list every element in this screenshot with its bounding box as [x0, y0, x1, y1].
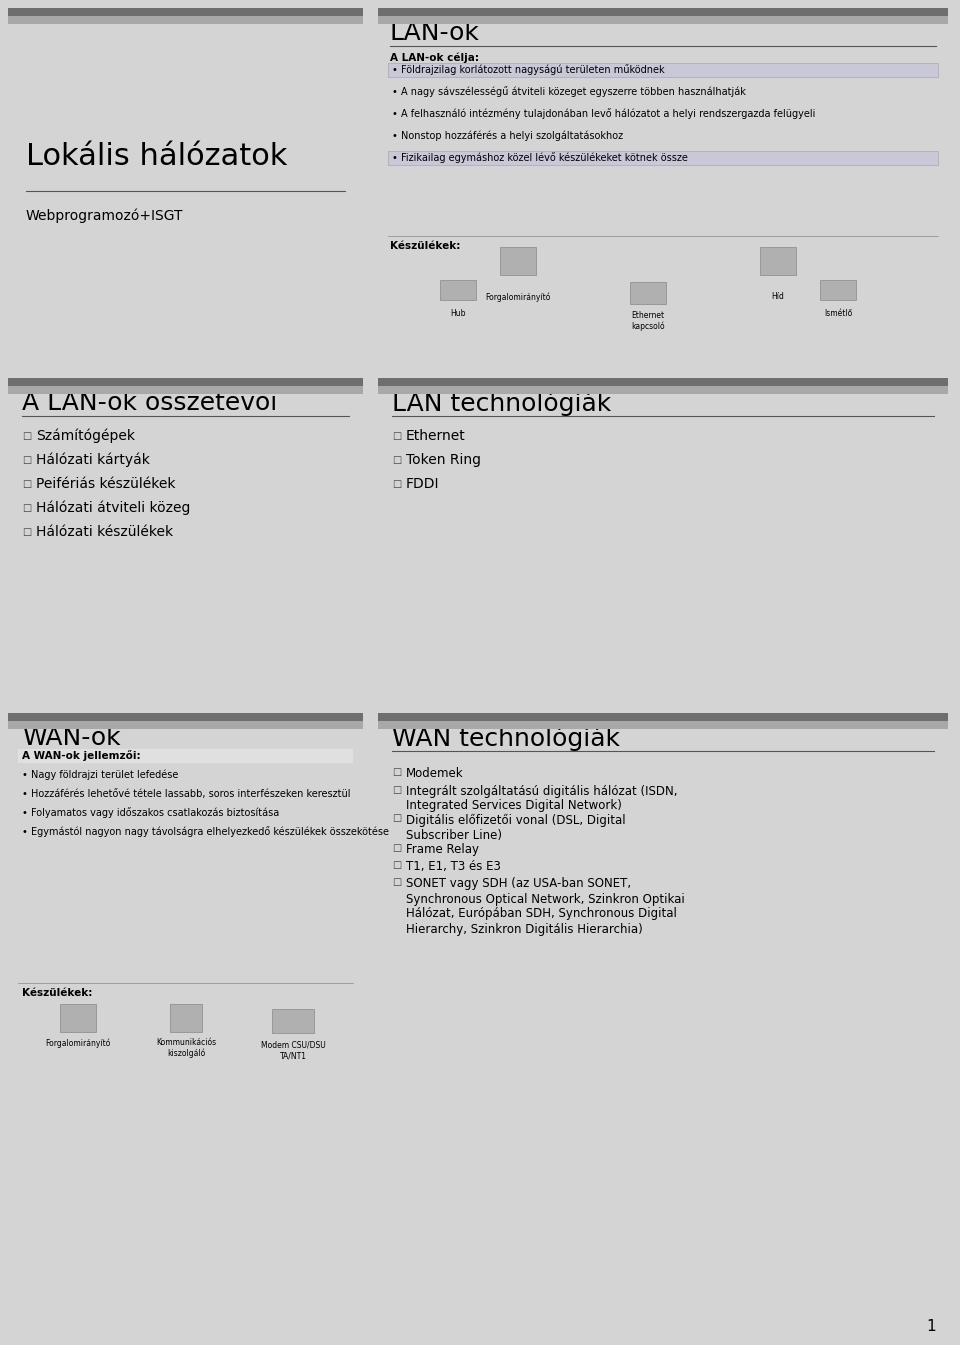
Text: Token Ring: Token Ring — [406, 453, 481, 467]
Text: □: □ — [392, 784, 401, 795]
Text: □: □ — [392, 842, 401, 853]
Bar — [760, 247, 796, 274]
Text: Ismétlő: Ismétlő — [824, 309, 852, 317]
Text: Modemek: Modemek — [406, 767, 464, 780]
Text: □: □ — [22, 479, 32, 490]
Bar — [378, 16, 948, 24]
Text: • A nagy sávszélességű átviteli közeget egyszerre többen használhatják: • A nagy sávszélességű átviteli közeget … — [392, 86, 746, 97]
Text: Digitális előfizetői vonal (DSL, Digital
Subscriber Line): Digitális előfizetői vonal (DSL, Digital… — [406, 814, 626, 842]
Text: □: □ — [392, 767, 401, 777]
Text: • Folyamatos vagy időszakos csatlakozás biztosítása: • Folyamatos vagy időszakos csatlakozás … — [22, 807, 279, 819]
Text: □: □ — [392, 814, 401, 823]
Text: • Nagy földrajzi terület lefedése: • Nagy földrajzi terület lefedése — [22, 769, 179, 780]
Bar — [170, 1003, 202, 1032]
Text: □: □ — [22, 430, 32, 441]
Bar — [272, 1009, 314, 1033]
Text: Frame Relay: Frame Relay — [406, 842, 479, 855]
Text: 1: 1 — [926, 1319, 936, 1334]
Bar — [8, 721, 363, 729]
Bar — [820, 280, 856, 300]
Text: • Földrajzilag korlátozott nagyságú területen működnek: • Földrajzilag korlátozott nagyságú terü… — [392, 65, 664, 75]
Bar — [60, 1003, 96, 1032]
Bar — [378, 378, 948, 386]
Text: • Fizikailag egymáshoz közel lévő készülékeket kötnek össze: • Fizikailag egymáshoz közel lévő készül… — [392, 152, 688, 164]
Text: Webprogramozó+ISGT: Webprogramozó+ISGT — [26, 208, 183, 223]
Text: Modem CSU/DSU
TA/NT1: Modem CSU/DSU TA/NT1 — [260, 1041, 325, 1060]
Text: • Hozzáférés lehetővé tétele lassabb, soros interfészeken keresztül: • Hozzáférés lehetővé tétele lassabb, so… — [22, 790, 350, 799]
Bar — [388, 63, 938, 77]
Bar — [378, 386, 948, 394]
Text: Ethernet
kapcsoló: Ethernet kapcsoló — [631, 311, 665, 331]
Text: Integrált szolgáltatású digitális hálózat (ISDN,
Integrated Services Digital Net: Integrált szolgáltatású digitális hálóza… — [406, 784, 678, 812]
Text: Hálózati átviteli közeg: Hálózati átviteli közeg — [36, 500, 190, 515]
Bar — [8, 16, 363, 24]
Text: FDDI: FDDI — [406, 477, 440, 491]
Bar — [378, 8, 948, 16]
Bar — [8, 713, 363, 721]
Bar — [8, 8, 363, 16]
Text: Forgalomirányító: Forgalomirányító — [45, 1038, 110, 1048]
Text: WAN technológiák: WAN technológiák — [392, 725, 620, 751]
Text: LAN technológiák: LAN technológiák — [392, 390, 612, 416]
Text: Számítógépek: Számítógépek — [36, 429, 135, 444]
Text: □: □ — [392, 430, 401, 441]
Text: A LAN-ok összetevői: A LAN-ok összetevői — [22, 391, 277, 416]
Text: A WAN-ok jellemzői:: A WAN-ok jellemzői: — [22, 751, 140, 761]
Bar — [8, 378, 363, 386]
Bar — [8, 386, 363, 394]
Text: LAN-ok: LAN-ok — [390, 22, 480, 44]
Text: Készülékek:: Készülékek: — [22, 989, 92, 998]
Text: Ethernet: Ethernet — [406, 429, 466, 443]
Text: □: □ — [392, 479, 401, 490]
Text: Kommunikációs
kiszolgáló: Kommunikációs kiszolgáló — [156, 1038, 216, 1059]
Text: □: □ — [22, 455, 32, 465]
Text: Hálózati kártyák: Hálózati kártyák — [36, 453, 150, 467]
Text: Híd: Híd — [772, 292, 784, 301]
Text: WAN-ok: WAN-ok — [22, 726, 121, 751]
Text: A LAN-ok célja:: A LAN-ok célja: — [390, 52, 479, 63]
Text: Hub: Hub — [450, 309, 466, 317]
Text: Készülékek:: Készülékek: — [390, 241, 461, 252]
Text: Peifériás készülékek: Peifériás készülékek — [36, 477, 176, 491]
Bar — [440, 280, 476, 300]
Bar — [388, 151, 938, 165]
Bar — [378, 713, 948, 721]
Bar — [18, 749, 353, 763]
Text: • Nonstop hozzáférés a helyi szolgáltatásokhoz: • Nonstop hozzáférés a helyi szolgáltatá… — [392, 130, 623, 141]
Text: • A felhasználó intézmény tulajdonában levő hálózatot a helyi rendszergazda felü: • A felhasználó intézmény tulajdonában l… — [392, 109, 815, 120]
Text: □: □ — [392, 877, 401, 888]
Bar — [630, 282, 666, 304]
Text: □: □ — [392, 455, 401, 465]
Text: • Egymástól nagyon nagy távolságra elhelyezkedő készülékek összekötése: • Egymástól nagyon nagy távolságra elhel… — [22, 827, 389, 838]
Text: T1, E1, T3 és E3: T1, E1, T3 és E3 — [406, 859, 501, 873]
Text: □: □ — [22, 527, 32, 537]
Text: □: □ — [22, 503, 32, 512]
Text: Lokális hálózatok: Lokális hálózatok — [26, 143, 287, 171]
Bar — [500, 247, 536, 274]
Text: □: □ — [392, 859, 401, 870]
Text: SONET vagy SDH (az USA-ban SONET,
Synchronous Optical Network, Szinkron Optikai
: SONET vagy SDH (az USA-ban SONET, Synchr… — [406, 877, 684, 936]
Text: Hálózati készülékek: Hálózati készülékek — [36, 525, 173, 539]
Text: Forgalomirányító: Forgalomirányító — [486, 292, 551, 301]
Bar — [378, 721, 948, 729]
